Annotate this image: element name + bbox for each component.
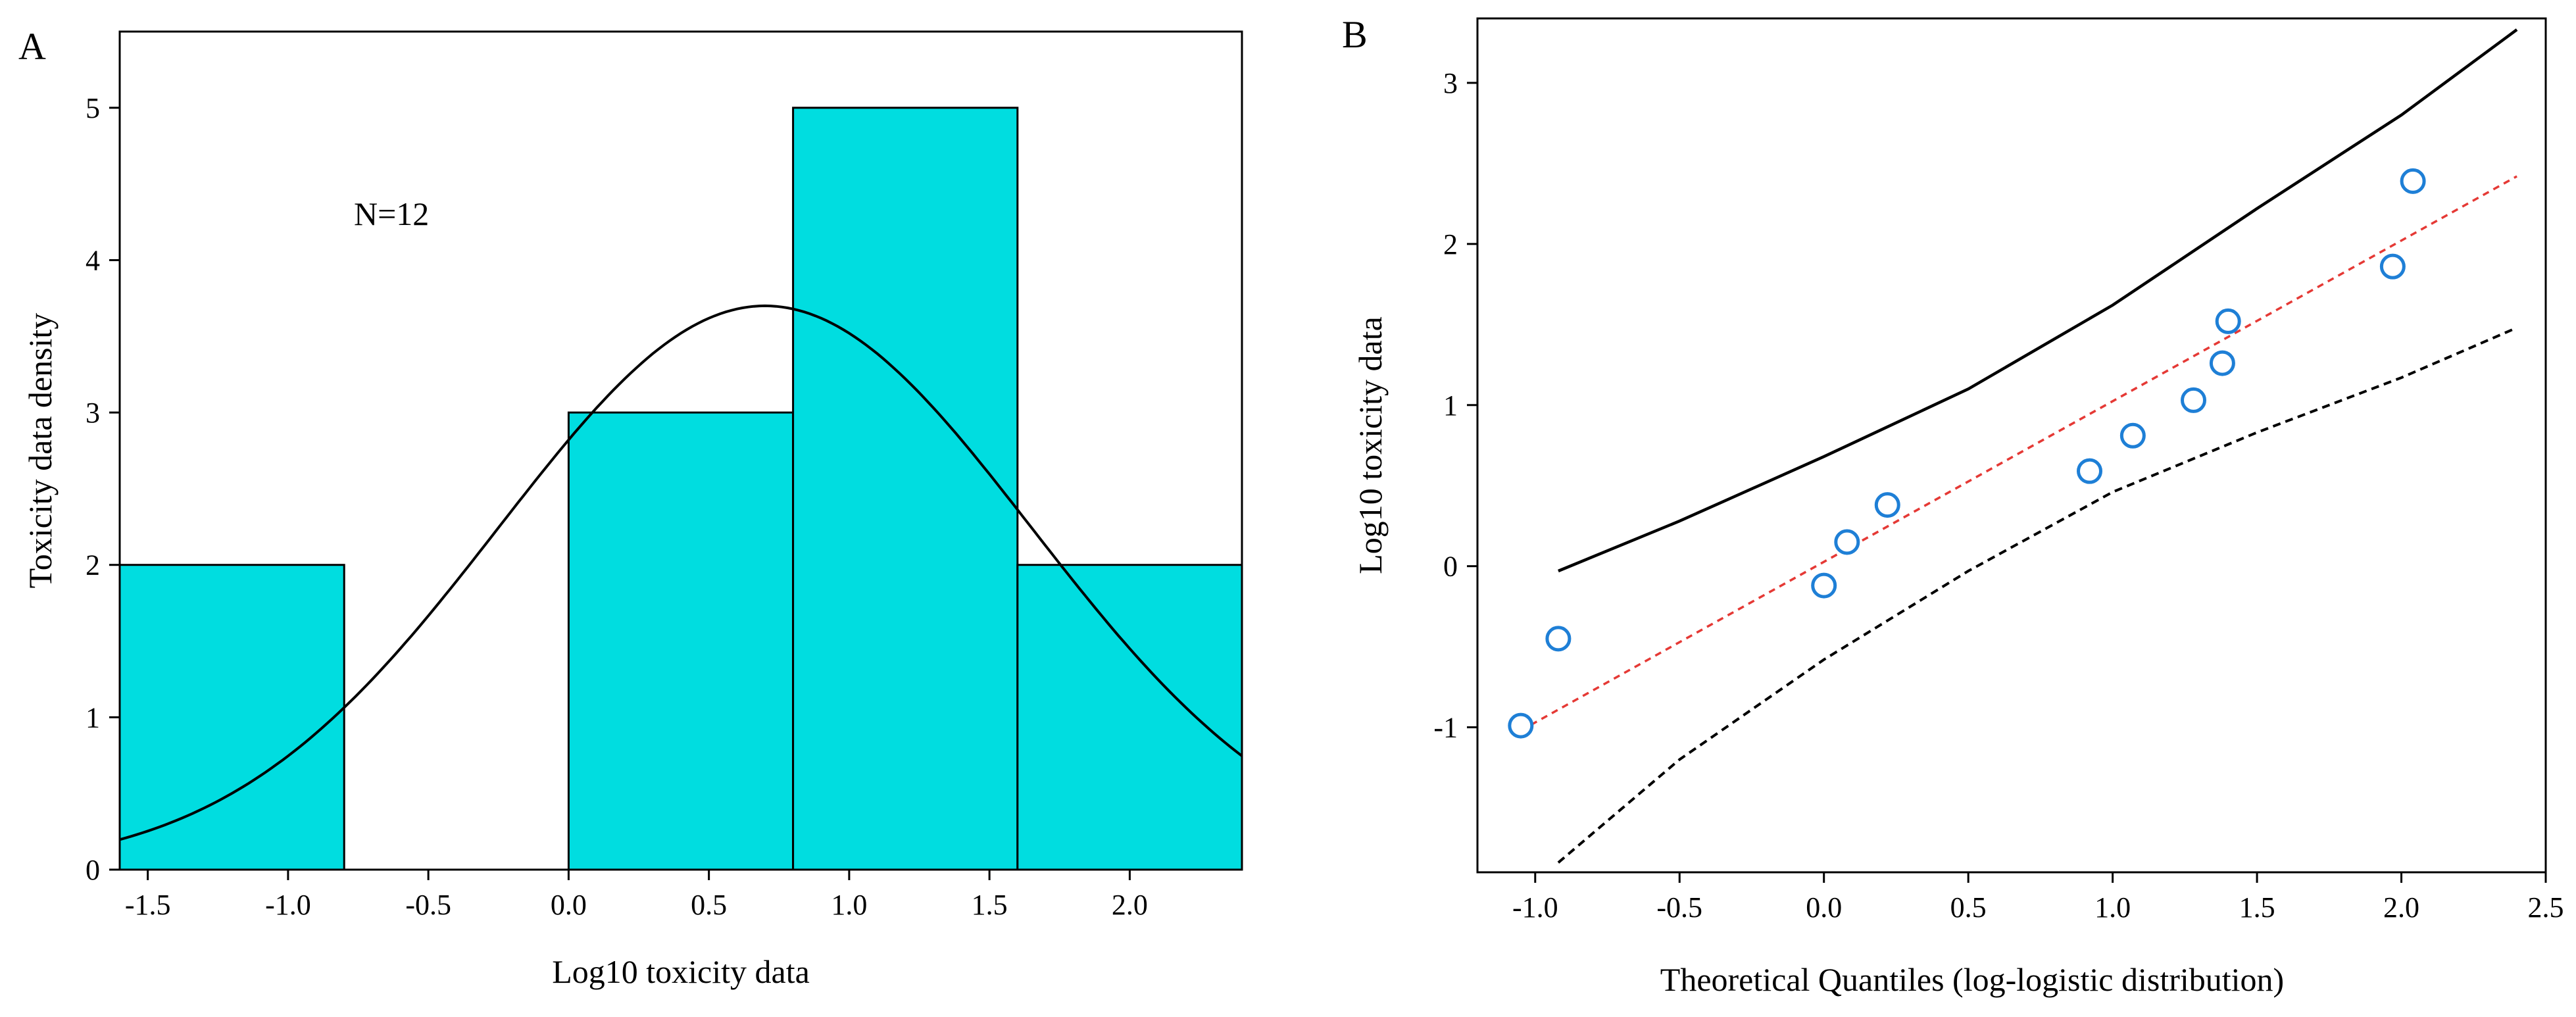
x-tick-label: 0.0 [551, 889, 587, 921]
y-tick-label: 4 [86, 244, 100, 276]
y-tick-label: 3 [1443, 67, 1458, 99]
data-point [1834, 529, 1860, 555]
x-tick-label: 2.0 [1112, 889, 1148, 921]
x-tick-label: -0.5 [405, 889, 451, 921]
panel-b-x-axis-title: Theoretical Quantiles (log-logistic dist… [1660, 961, 2284, 998]
data-point [1811, 572, 1837, 599]
data-point [2181, 387, 2207, 413]
x-tick-label: 1.0 [2094, 891, 2131, 924]
panel-a-x-axis-title: Log10 toxicity data [552, 953, 810, 990]
normal-fit-curve [119, 304, 1243, 841]
panel-b-y-axis-title: Log10 toxicity data [1352, 316, 1389, 574]
panel-a-label: A [18, 25, 46, 68]
y-tick-label: 1 [86, 701, 100, 733]
data-point [1874, 492, 1900, 518]
y-tick-label: 3 [86, 397, 100, 429]
histogram-bar [1016, 564, 1243, 871]
histogram-bar [792, 107, 1019, 871]
data-point [2379, 253, 2406, 280]
lower-confidence-band [1557, 326, 2517, 864]
data-point [1508, 712, 1534, 739]
data-point [2119, 422, 2146, 449]
x-tick-label: 0.5 [1950, 891, 1987, 924]
x-tick-label: 1.0 [831, 889, 867, 921]
reference-line [1520, 175, 2517, 732]
panel-a-plot-frame [118, 30, 1243, 871]
x-tick-label: -1.0 [1512, 891, 1558, 924]
data-point [2400, 168, 2426, 194]
panel-b-plot-frame [1476, 17, 2547, 874]
histogram-bar [567, 411, 795, 871]
x-tick-label: -0.5 [1656, 891, 1702, 924]
data-point [2077, 458, 2103, 484]
panel-b-qq-plot: B -1.0 -0.5 0.0 0.5 1.0 1.5 2.0 2.5 -1 0 1 2 3 Theo… [1342, 13, 2564, 998]
y-tick-label: 2 [1443, 228, 1458, 260]
x-tick-label: 0.5 [691, 889, 727, 921]
x-tick-label: 0.0 [1806, 891, 1842, 924]
panel-a-y-axis-title: Toxicity data density [22, 313, 59, 589]
upper-confidence-band [1558, 28, 2518, 573]
y-tick-label: 1 [1443, 389, 1458, 422]
x-tick-label: 2.5 [2528, 891, 2564, 924]
panel-b-label: B [1342, 13, 1368, 56]
y-tick-label: 2 [86, 549, 100, 582]
y-tick-label: 0 [1443, 551, 1458, 583]
histogram-bar [118, 564, 345, 871]
data-point [2215, 308, 2241, 334]
data-point [2209, 350, 2235, 376]
x-tick-label: 1.5 [972, 889, 1008, 921]
y-tick-label: 0 [86, 854, 100, 886]
y-tick-label: 5 [86, 92, 100, 124]
x-tick-label: -1.5 [125, 889, 171, 921]
x-tick-label: -1.0 [265, 889, 311, 921]
y-tick-label: -1 [1433, 712, 1458, 744]
x-tick-label: 2.0 [2383, 891, 2419, 924]
data-point [1545, 626, 1572, 652]
sample-size-annotation: N=12 [354, 195, 429, 232]
x-tick-label: 1.5 [2239, 891, 2275, 924]
panel-a-histogram: A -1.5 -1.0 -0.5 0.0 0.5 1.0 1.5 2.0 0 1 2 3 4 5 N=1… [18, 25, 1243, 990]
